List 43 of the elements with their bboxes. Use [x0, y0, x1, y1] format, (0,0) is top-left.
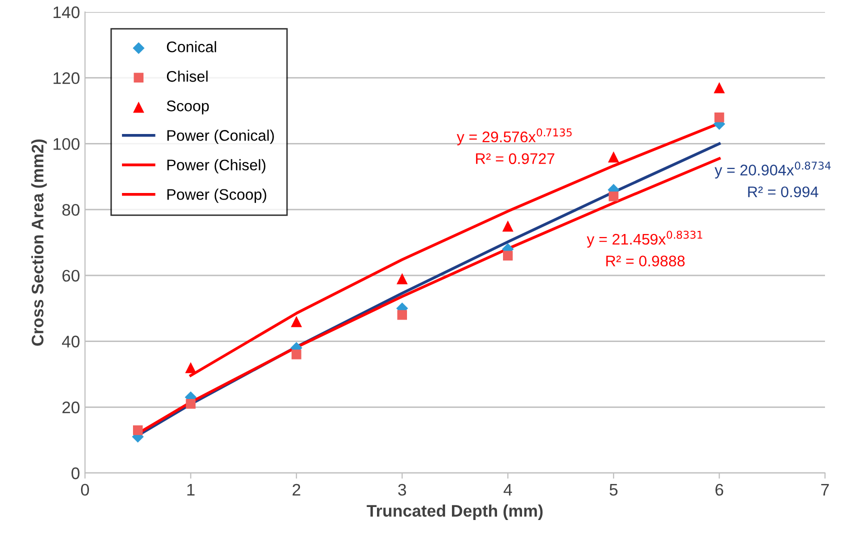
legend-label: Power (Chisel) [167, 159, 266, 174]
y-tick-label: 40 [62, 336, 80, 348]
y-tick-label: 60 [62, 270, 80, 282]
annotation: y = 20.904x$^{0.8734}$ [714, 162, 831, 179]
x-tick-label: 7 [821, 484, 829, 496]
y-axis-title: Cross Section Area (mm2) [31, 139, 47, 346]
point [502, 250, 513, 261]
legend-label: Power (Conical) [167, 130, 274, 144]
legend-label: Power (Scoop) [167, 188, 266, 203]
x-tick-label: 2 [292, 484, 300, 496]
point [292, 350, 302, 360]
annotation: y = 29.576x$^{0.7135}$ [456, 128, 572, 146]
point [502, 220, 514, 232]
y-tick-label: 80 [62, 204, 80, 216]
x-tick-label: 4 [504, 484, 512, 496]
x-axis-title: Truncated Depth (mm) [366, 504, 543, 520]
x-tick-label: 5 [610, 484, 618, 496]
point [185, 362, 196, 374]
x-tick-label: 1 [187, 484, 195, 496]
point [714, 112, 724, 122]
y-tick-label: 140 [54, 6, 80, 18]
x-tick-label: 6 [716, 484, 724, 496]
point [132, 425, 143, 436]
legend-label: Chisel [166, 70, 208, 82]
point [186, 398, 196, 409]
y-tick-label: 100 [54, 138, 80, 150]
legend-label: Scoop [166, 100, 209, 114]
legend-label: Conical [166, 41, 216, 52]
x-tick-label: 3 [398, 484, 406, 496]
y-tick-label: 20 [62, 402, 80, 414]
point [397, 310, 408, 320]
x-tick-label: 0 [81, 484, 89, 496]
y-tick-label: 120 [54, 72, 80, 84]
point [396, 273, 408, 284]
point [608, 151, 620, 162]
point [608, 192, 618, 202]
annotation: R² = 0.9888 [606, 256, 685, 266]
y-tick-label: 0 [72, 467, 80, 480]
annotation: R² = 0.994 [748, 186, 818, 198]
point [714, 82, 725, 94]
point [290, 316, 302, 328]
annotation: y = 21.459x$^{0.8331}$ [586, 230, 702, 248]
annotation: R² = 0.9727 [476, 153, 554, 164]
